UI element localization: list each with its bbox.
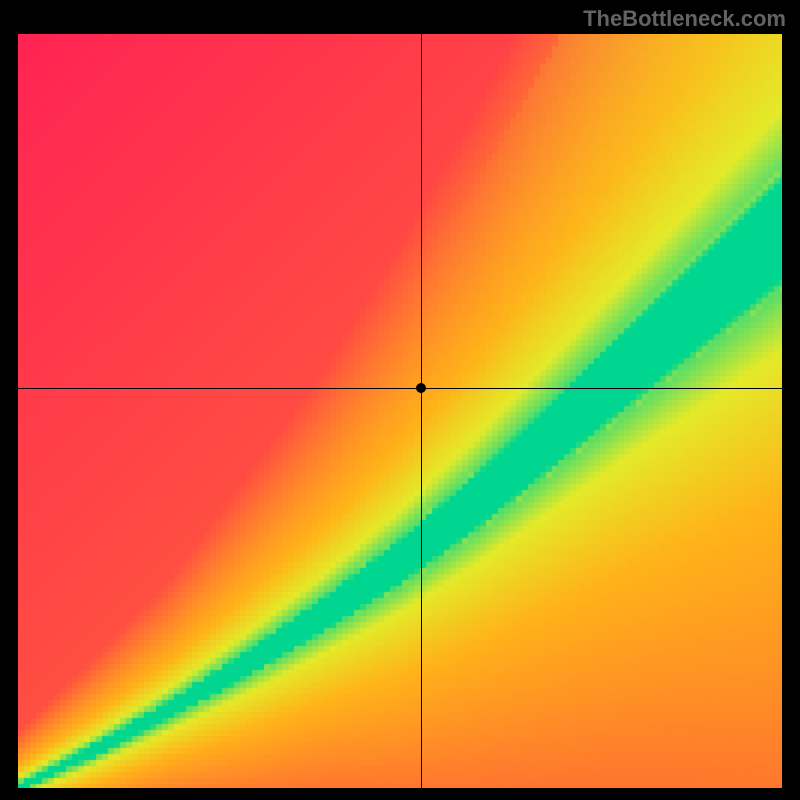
outer-frame: TheBottleneck.com (0, 0, 800, 800)
heatmap-canvas (18, 34, 782, 788)
crosshair-vertical (421, 34, 422, 788)
bottleneck-marker-dot (416, 383, 426, 393)
watermark-text: TheBottleneck.com (583, 6, 786, 32)
crosshair-horizontal (18, 388, 782, 389)
chart-area (18, 34, 782, 788)
